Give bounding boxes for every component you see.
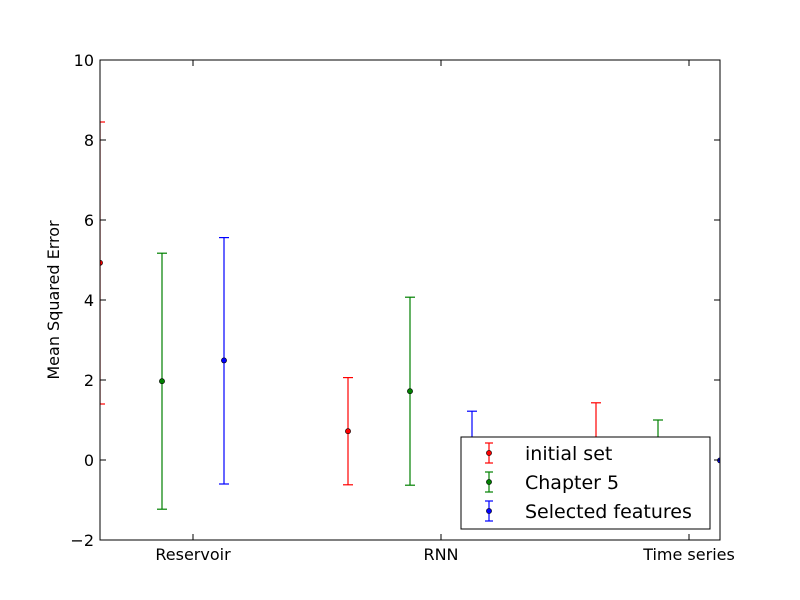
- y-tick-label: 4: [84, 291, 94, 310]
- errorbar-0-1: [343, 377, 353, 486]
- x-tick-label: RNN: [423, 545, 458, 564]
- legend-label: Selected features: [525, 501, 692, 523]
- data-point: [221, 357, 227, 364]
- axis-ticks: −2 0 2 4 6 8 10 Reservoir RNN Time series: [70, 51, 734, 564]
- y-axis-label: Mean Squared Error: [44, 220, 63, 380]
- data-point: [345, 428, 351, 435]
- legend: initial set Chapter 5 Selected features: [460, 436, 711, 530]
- legend-label: Chapter 5: [525, 472, 619, 494]
- x-tick-label: Time series: [642, 545, 735, 564]
- legend-marker: [486, 508, 492, 514]
- y-tick-label: 8: [84, 131, 94, 150]
- errorbar-2-0: [219, 237, 229, 485]
- errorbar-1-0: [157, 252, 167, 510]
- y-tick-label: 2: [84, 371, 94, 390]
- legend-box: [460, 436, 711, 530]
- legend-item: Selected features: [485, 500, 692, 523]
- x-tick-label: Reservoir: [155, 545, 231, 564]
- legend-marker: [486, 479, 492, 485]
- y-tick-label: 6: [84, 211, 94, 230]
- legend-item: Chapter 5: [485, 471, 619, 494]
- legend-label: initial set: [525, 443, 612, 465]
- errorbar-1-1: [405, 296, 415, 486]
- y-tick-label: −2: [70, 531, 94, 550]
- legend-item: initial set: [485, 442, 612, 465]
- y-tick-label: 0: [84, 451, 94, 470]
- legend-marker: [486, 450, 492, 456]
- data-point: [159, 378, 165, 385]
- y-tick-label: 10: [74, 51, 94, 70]
- data-point: [407, 388, 413, 395]
